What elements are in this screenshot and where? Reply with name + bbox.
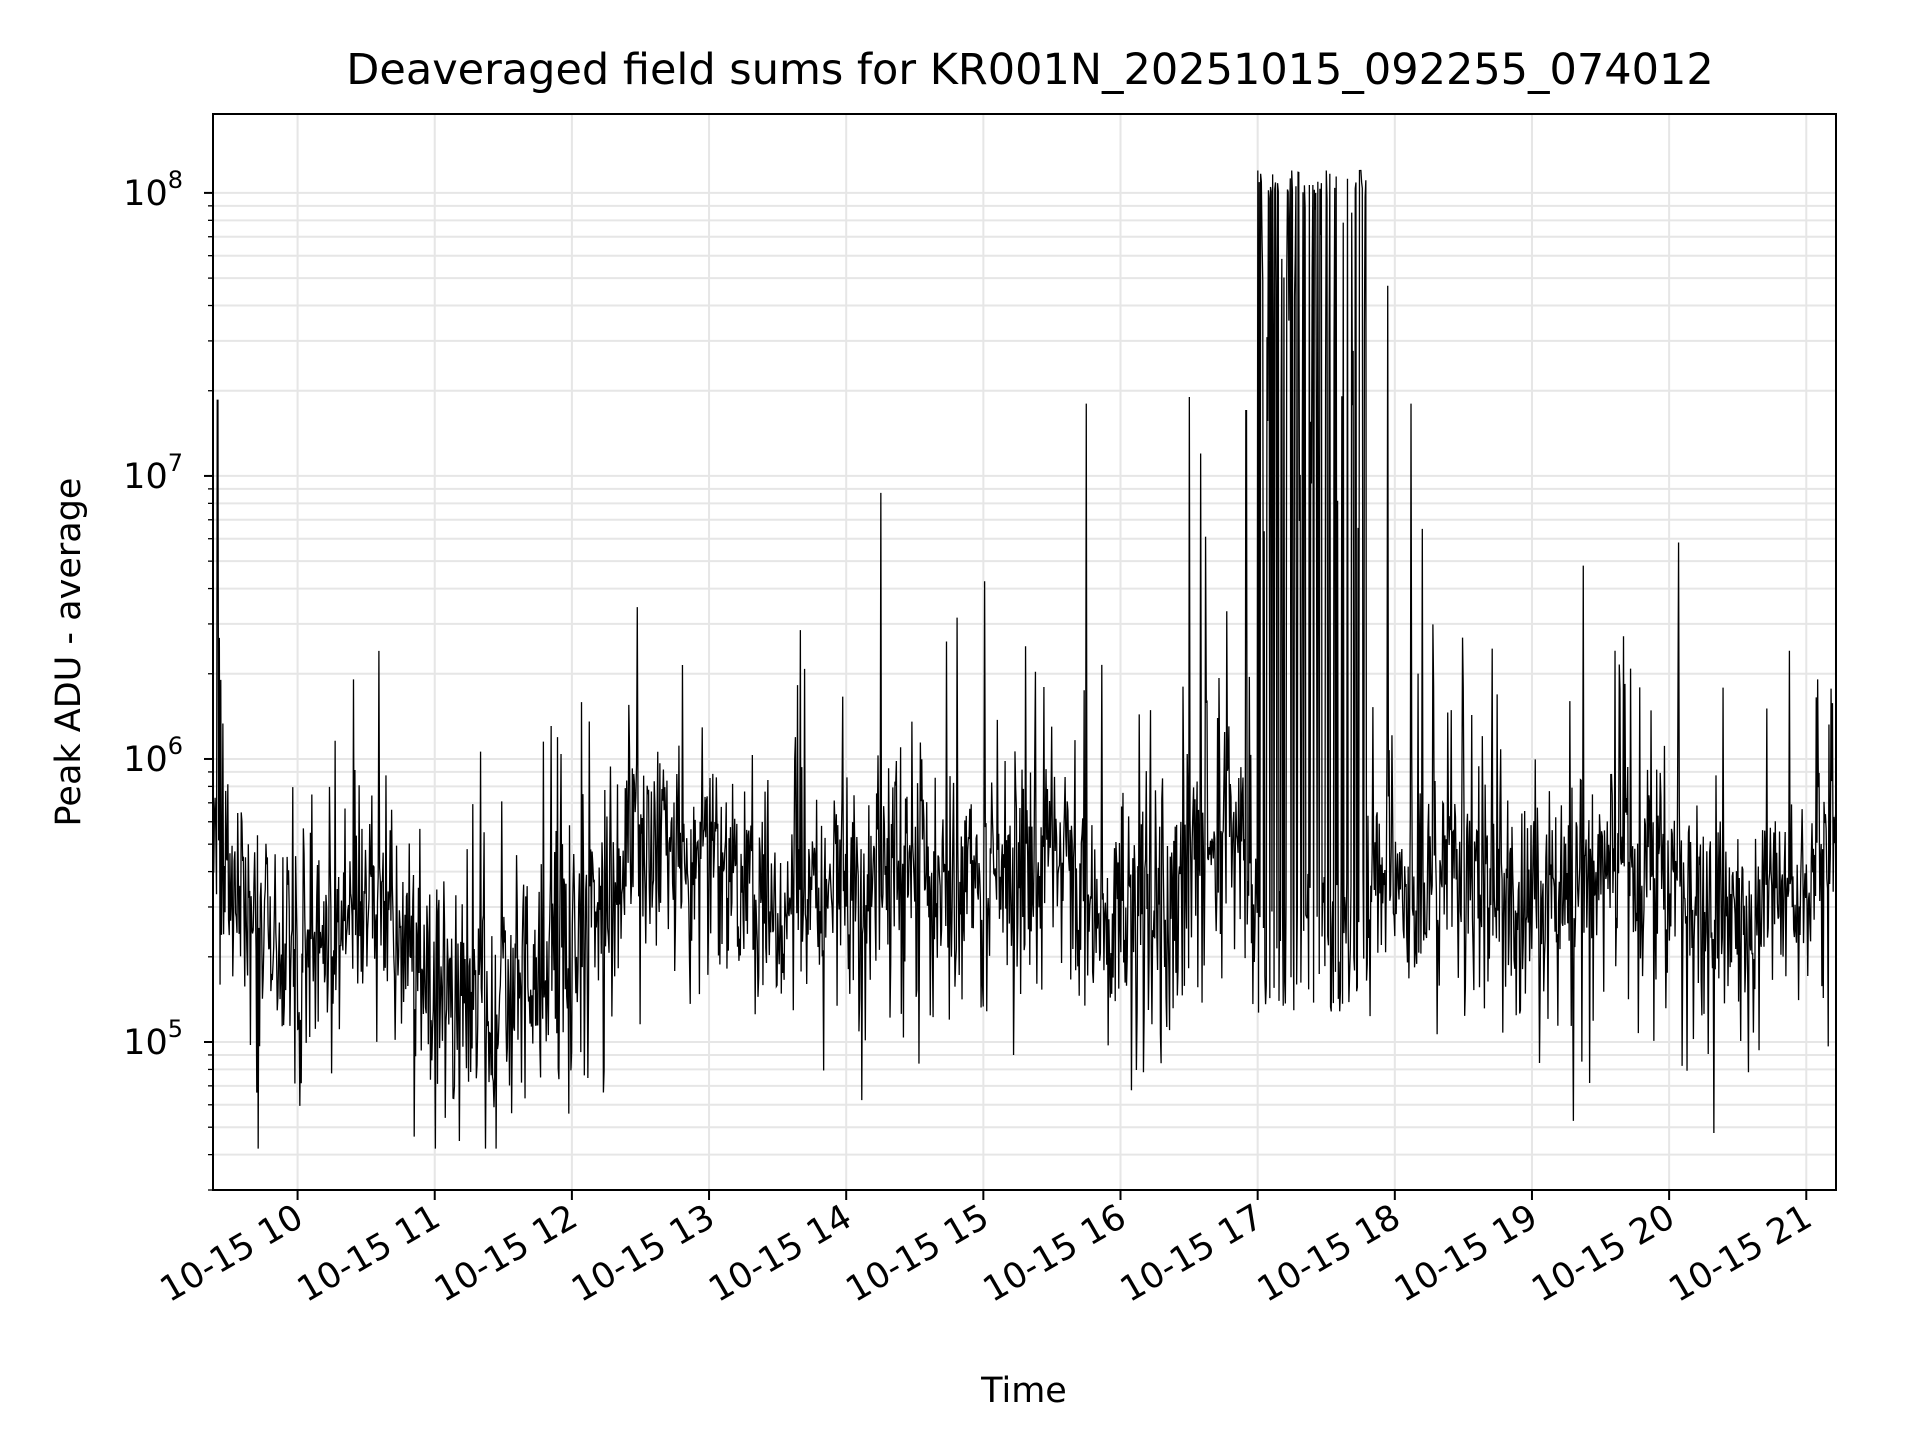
plot-frame <box>212 113 1837 1191</box>
series-path <box>212 169 1837 1149</box>
y-tick-label: 105 <box>123 1015 183 1063</box>
y-tick-label-exponent: 8 <box>168 166 183 194</box>
y-axis-label: Peak ADU - average <box>49 478 89 827</box>
y-tick-label-base: 10 <box>123 1023 168 1063</box>
y-tick-label-base: 10 <box>123 740 168 780</box>
y-tick-label-exponent: 5 <box>168 1015 183 1043</box>
series-line <box>212 169 1837 1149</box>
y-tick-label-base: 10 <box>123 174 168 214</box>
y-tick-label: 108 <box>123 166 183 214</box>
x-axis-label: Time <box>980 1371 1067 1411</box>
y-tick-label: 107 <box>123 449 183 497</box>
y-tick-label-exponent: 6 <box>168 732 183 760</box>
y-tick-label-base: 10 <box>123 457 168 497</box>
y-tick-label: 106 <box>123 732 183 780</box>
chart-title: Deaveraged field sums for KR001N_2025101… <box>346 45 1713 95</box>
y-tick-label-exponent: 7 <box>168 449 183 477</box>
